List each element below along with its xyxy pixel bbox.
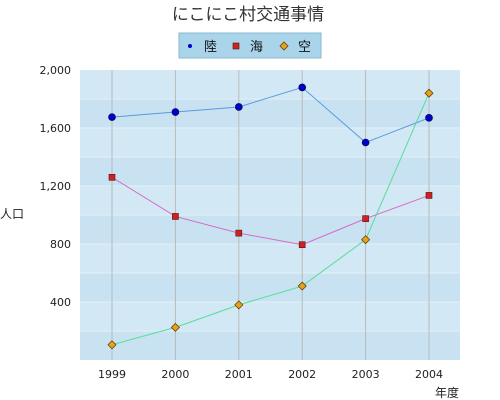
data-point-2-0: [107, 340, 117, 350]
x-tick-label: 2001: [225, 368, 253, 381]
chart-title: にこにこ村交通事情: [172, 5, 324, 25]
data-point-0-5: [425, 114, 433, 122]
y-tick-label: 1,600: [40, 122, 72, 135]
legend-label-0: 陸: [204, 39, 217, 55]
data-point-1-0: [108, 174, 116, 181]
data-point-0-2: [235, 103, 243, 111]
data-point-1-4: [362, 215, 369, 222]
data-point-0-1: [171, 108, 180, 116]
data-point-1-1: [172, 213, 179, 220]
x-tick-label: 2000: [161, 368, 189, 381]
plot-band: [80, 70, 460, 99]
data-point-0-4: [361, 138, 370, 147]
plot-band: [80, 244, 460, 273]
data-point-2-3: [297, 281, 307, 291]
legend-marker-1: [232, 42, 240, 50]
data-point-1-5: [425, 192, 433, 199]
data-point-0-3: [298, 83, 307, 92]
legend-label-2: 空: [298, 40, 311, 55]
y-tick-label: 2,000: [40, 64, 72, 77]
x-tick-label: 2004: [415, 368, 443, 381]
y-axis-label: 人口: [0, 207, 24, 221]
data-point-2-4: [361, 235, 371, 245]
legend: 陸海空: [178, 32, 322, 59]
legend-box: [178, 32, 322, 59]
legend-marker-2: [279, 41, 289, 51]
data-point-2-5: [424, 88, 434, 98]
legend-marker-0: [188, 44, 192, 48]
data-point-2-2: [234, 300, 244, 310]
legend-label-1: 海: [250, 40, 263, 55]
x-tick-label: 2002: [288, 368, 316, 381]
data-point-1-2: [235, 229, 243, 237]
y-tick-label: 400: [50, 296, 71, 309]
y-tick-label: 800: [50, 238, 71, 251]
series-line-2: [111, 93, 430, 346]
plot-band: [80, 128, 460, 157]
data-point-1-3: [298, 241, 306, 249]
x-axis-label: 年度: [435, 385, 459, 400]
x-tick-label: 2003: [352, 368, 380, 381]
x-tick-label: 1999: [98, 368, 126, 381]
data-point-2-1: [170, 322, 180, 332]
plot-band: [80, 302, 460, 331]
data-point-0-0: [108, 113, 116, 121]
plot-band: [80, 186, 460, 215]
y-tick-label: 1,200: [40, 180, 72, 193]
series-line-0: [111, 86, 430, 144]
